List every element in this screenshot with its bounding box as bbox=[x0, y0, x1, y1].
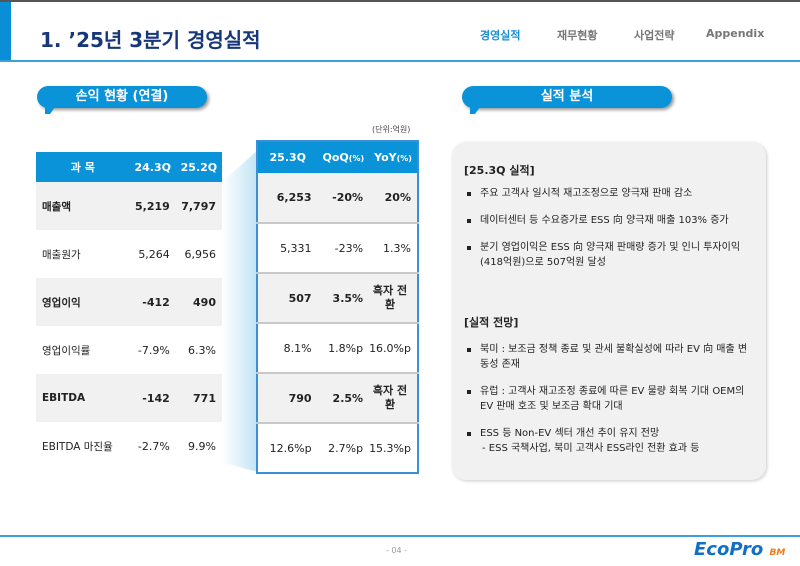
table-cell: 2.5% bbox=[317, 373, 370, 424]
pl-section-label: 손익 현황 (연결) bbox=[37, 86, 207, 114]
section-heading: [실적 전망] bbox=[464, 316, 519, 329]
page-number: - 04 - bbox=[386, 546, 408, 555]
table-cell: 15.3%p bbox=[369, 441, 411, 455]
highlight-wedge bbox=[222, 150, 258, 472]
table-cell: -20% bbox=[317, 173, 370, 224]
table-row: 매출원가 5,264 6,956 bbox=[36, 230, 222, 278]
analysis-section-label: 실적 분석 bbox=[462, 86, 672, 114]
table-cell: 5,219 bbox=[129, 182, 176, 230]
table-cell: 3.5% bbox=[317, 273, 370, 324]
table-cell: 2.7%p bbox=[328, 441, 364, 455]
table-cell: 20% bbox=[369, 173, 418, 224]
table-cell: 7,797 bbox=[175, 182, 222, 230]
table-cell: 1.8%p bbox=[317, 323, 370, 374]
bullet: 데이터센터 등 수요증가로 ESS 向 양극재 매출 103% 증가 bbox=[464, 213, 754, 228]
table-cell: 매출액 bbox=[36, 182, 130, 230]
col-header: YoY(%) bbox=[369, 141, 418, 173]
table-row: 5,331 -23% 1.3% bbox=[257, 223, 418, 274]
table-row: 매출액 5,219 7,797 bbox=[36, 182, 222, 230]
col-header: 24.3Q bbox=[129, 152, 176, 182]
analysis-box: [25.3Q 실적] 주요 고객사 일시적 재고조정으로 양극재 판매 감소 데… bbox=[452, 142, 766, 480]
ecopro-logo: EcoPro BM bbox=[694, 539, 786, 560]
table-cell: 507 bbox=[257, 273, 318, 324]
col-header: 과 목 bbox=[36, 152, 130, 182]
table-cell: 흑자 전환 bbox=[369, 373, 418, 424]
bullet: 분기 영업이익은 ESS 向 양극재 판매량 증가 및 인니 투자이익(418억… bbox=[464, 240, 754, 270]
table-cell: 5,331 bbox=[257, 223, 318, 274]
footer-divider bbox=[0, 535, 800, 537]
table-row: 790 2.5% 흑자 전환 bbox=[257, 373, 418, 424]
col-header: 25.3Q bbox=[257, 141, 318, 173]
table-cell: 16.0%p bbox=[369, 323, 418, 374]
bullet: 북미 : 보조금 정책 종료 및 관세 불확실성에 따라 EV 向 매출 변동성… bbox=[464, 342, 754, 372]
table-cell: EBITDA 마진율 bbox=[42, 440, 113, 453]
table-cell: 6,253 bbox=[257, 173, 318, 224]
table-row: 영업이익률 -7.9% 6.3% bbox=[36, 326, 222, 374]
table-cell: 12.6%p bbox=[269, 441, 312, 455]
nav-appendix[interactable]: Appendix bbox=[706, 27, 765, 40]
table-row: 12.6%p 2.7%p 15.3%p bbox=[257, 423, 418, 473]
table-cell: 6.3% bbox=[188, 343, 216, 357]
table-cell: -23% bbox=[317, 223, 370, 274]
table-cell: 790 bbox=[257, 373, 318, 424]
table-cell: -142 bbox=[129, 374, 176, 422]
pl-table-right: 25.3Q QoQ(%) YoY(%) 6,253 -20% 20% 5,331 -23% 1… bbox=[256, 140, 419, 474]
bullet: ESS 등 Non-EV 섹터 개선 추이 유지 전망 bbox=[464, 426, 754, 441]
table-cell: 5,264 bbox=[138, 247, 170, 261]
table-cell: -412 bbox=[129, 278, 176, 326]
table-cell: 1.3% bbox=[369, 223, 418, 274]
nav-strategy[interactable]: 사업전략 bbox=[634, 29, 675, 42]
table-row: 507 3.5% 흑자 전환 bbox=[257, 273, 418, 324]
section-heading: [25.3Q 실적] bbox=[464, 164, 535, 177]
table-cell: 영업이익 bbox=[36, 278, 130, 326]
table-cell: 매출원가 bbox=[42, 248, 81, 261]
header-divider bbox=[0, 60, 800, 62]
table-cell: 8.1% bbox=[257, 323, 318, 374]
table-cell: 6,956 bbox=[184, 247, 217, 261]
col-header: QoQ(%) bbox=[317, 141, 370, 173]
sub-bullet: - ESS 국책사업, 북미 고객사 ESS라인 전환 효과 등 bbox=[482, 443, 700, 454]
unit-label: (단위:억원) bbox=[372, 125, 411, 134]
table-row: EBITDA -142 771 bbox=[36, 374, 222, 422]
table-row: EBITDA 마진율 -2.7% 9.9% bbox=[36, 422, 222, 470]
page-title: 1. ’25년 3분기 경영실적 bbox=[40, 28, 261, 52]
table-cell: 9.9% bbox=[188, 439, 216, 453]
table-row: 8.1% 1.8%p 16.0%p bbox=[257, 323, 418, 374]
table-cell: 흑자 전환 bbox=[369, 273, 418, 324]
table-cell: EBITDA bbox=[36, 374, 130, 422]
nav-performance[interactable]: 경영실적 bbox=[480, 29, 521, 42]
bullet: 주요 고객사 일시적 재고조정으로 양극재 판매 감소 bbox=[464, 186, 754, 201]
table-cell: -2.7% bbox=[137, 439, 170, 453]
table-cell: 771 bbox=[175, 374, 222, 422]
nav-financials[interactable]: 재무현황 bbox=[557, 29, 598, 42]
table-row: 6,253 -20% 20% bbox=[257, 173, 418, 224]
table-cell: -7.9% bbox=[137, 343, 170, 357]
pl-table-left: 과 목 24.3Q 25.2Q 매출액 5,219 7,797 매출원가 5,264 6,95… bbox=[36, 152, 222, 470]
top-border bbox=[0, 0, 800, 2]
table-cell: 490 bbox=[175, 278, 222, 326]
bullet: 유럽 : 고객사 재고조정 종료에 따른 EV 물량 회복 기대 OEM의 EV… bbox=[464, 384, 754, 414]
col-header: 25.2Q bbox=[175, 152, 222, 182]
table-row: 영업이익 -412 490 bbox=[36, 278, 222, 326]
accent-bar bbox=[0, 2, 11, 60]
table-cell: 영업이익률 bbox=[42, 344, 91, 357]
